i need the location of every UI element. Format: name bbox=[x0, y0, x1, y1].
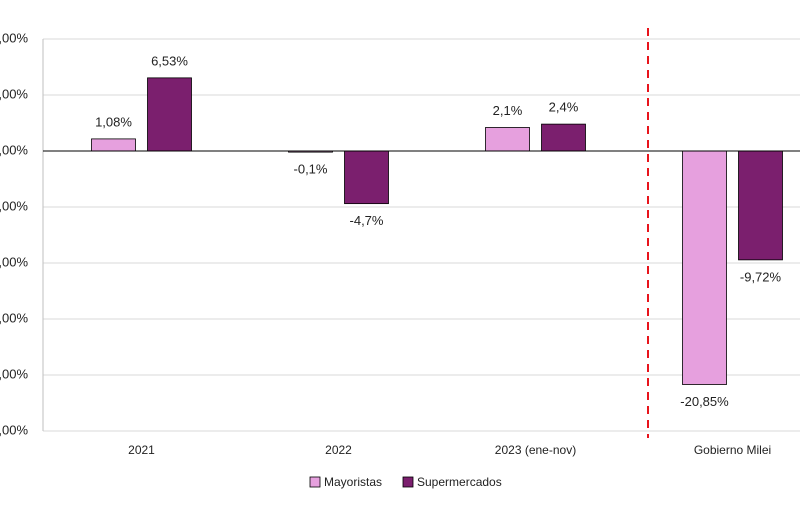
x-tick-label: 2021 bbox=[128, 443, 155, 457]
bar bbox=[91, 138, 136, 152]
x-tick-label: Gobierno Milei bbox=[694, 443, 771, 457]
y-tick-label: -20,00% bbox=[0, 366, 28, 381]
data-label: -20,85% bbox=[680, 394, 729, 409]
data-label: 2,4% bbox=[549, 100, 579, 115]
data-label: 1,08% bbox=[95, 114, 132, 129]
bar bbox=[147, 77, 192, 152]
y-tick-label: -25,00% bbox=[0, 422, 28, 437]
legend-swatch bbox=[309, 476, 321, 488]
y-tick-label: 10,00% bbox=[0, 30, 28, 45]
data-label: -4,7% bbox=[350, 213, 384, 228]
data-label: 2,1% bbox=[493, 103, 523, 118]
y-tick-label: 0,00% bbox=[0, 142, 28, 157]
y-tick-label: 5,00% bbox=[0, 86, 28, 101]
bar bbox=[682, 150, 727, 385]
x-tick-label: 2023 (ene-nov) bbox=[495, 443, 576, 457]
data-label: -9,72% bbox=[740, 269, 782, 284]
legend-label: Mayoristas bbox=[324, 475, 382, 489]
y-tick-label: -5,00% bbox=[0, 198, 28, 213]
x-tick-label: 2022 bbox=[325, 443, 352, 457]
y-tick-label: -15,00% bbox=[0, 310, 28, 325]
legend-swatch bbox=[402, 476, 414, 488]
bar bbox=[738, 150, 783, 261]
bar bbox=[485, 127, 530, 152]
data-label: -0,1% bbox=[294, 162, 328, 177]
legend-label: Supermercados bbox=[417, 475, 502, 489]
y-tick-label: -10,00% bbox=[0, 254, 28, 269]
bar bbox=[541, 123, 586, 152]
data-label: 6,53% bbox=[151, 53, 188, 68]
bar bbox=[344, 150, 389, 205]
